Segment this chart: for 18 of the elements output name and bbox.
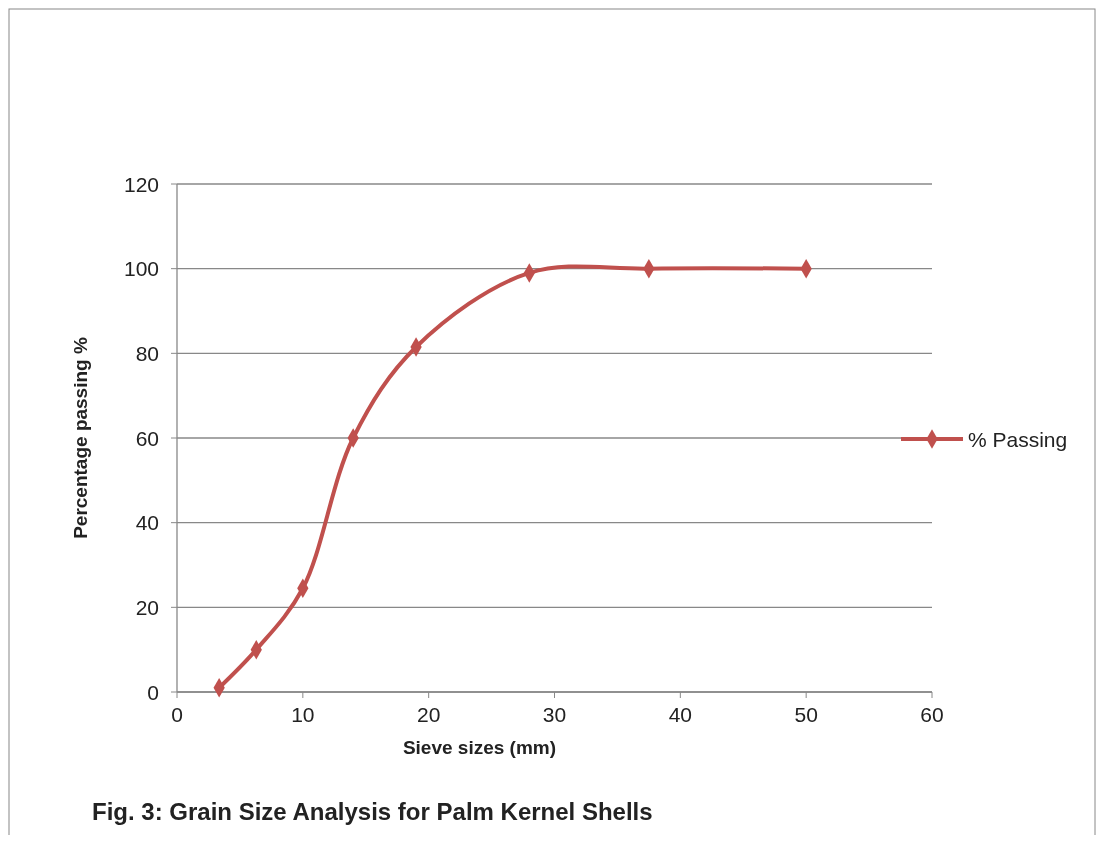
x-tick-label: 30 [542, 703, 567, 726]
x-tick-label: 60 [920, 703, 944, 726]
x-tick-label: 20 [416, 703, 441, 726]
caption: Fig. 3: Grain Size Analysis for Palm Kernel Shells [92, 798, 653, 825]
y-tick-label: 0 [147, 680, 159, 704]
y-tick-label: 60 [135, 426, 159, 450]
y-tick-label: 20 [135, 595, 159, 619]
y-tick-label: 80 [135, 341, 159, 365]
y-tick-label: 120 [123, 172, 159, 196]
x-tick-label: 10 [291, 703, 315, 726]
y-tick-label: 100 [123, 257, 159, 281]
y-tick-label: 40 [135, 511, 159, 535]
x-tick-label: 0 [171, 703, 183, 726]
x-tick-label: 50 [794, 703, 818, 726]
x-tick-label: 40 [668, 703, 693, 726]
legend-label: % Passing [968, 427, 1068, 451]
y-axis-title: Percentage passing % [70, 337, 91, 539]
x-axis-title: Sieve sizes (mm) [402, 737, 557, 758]
